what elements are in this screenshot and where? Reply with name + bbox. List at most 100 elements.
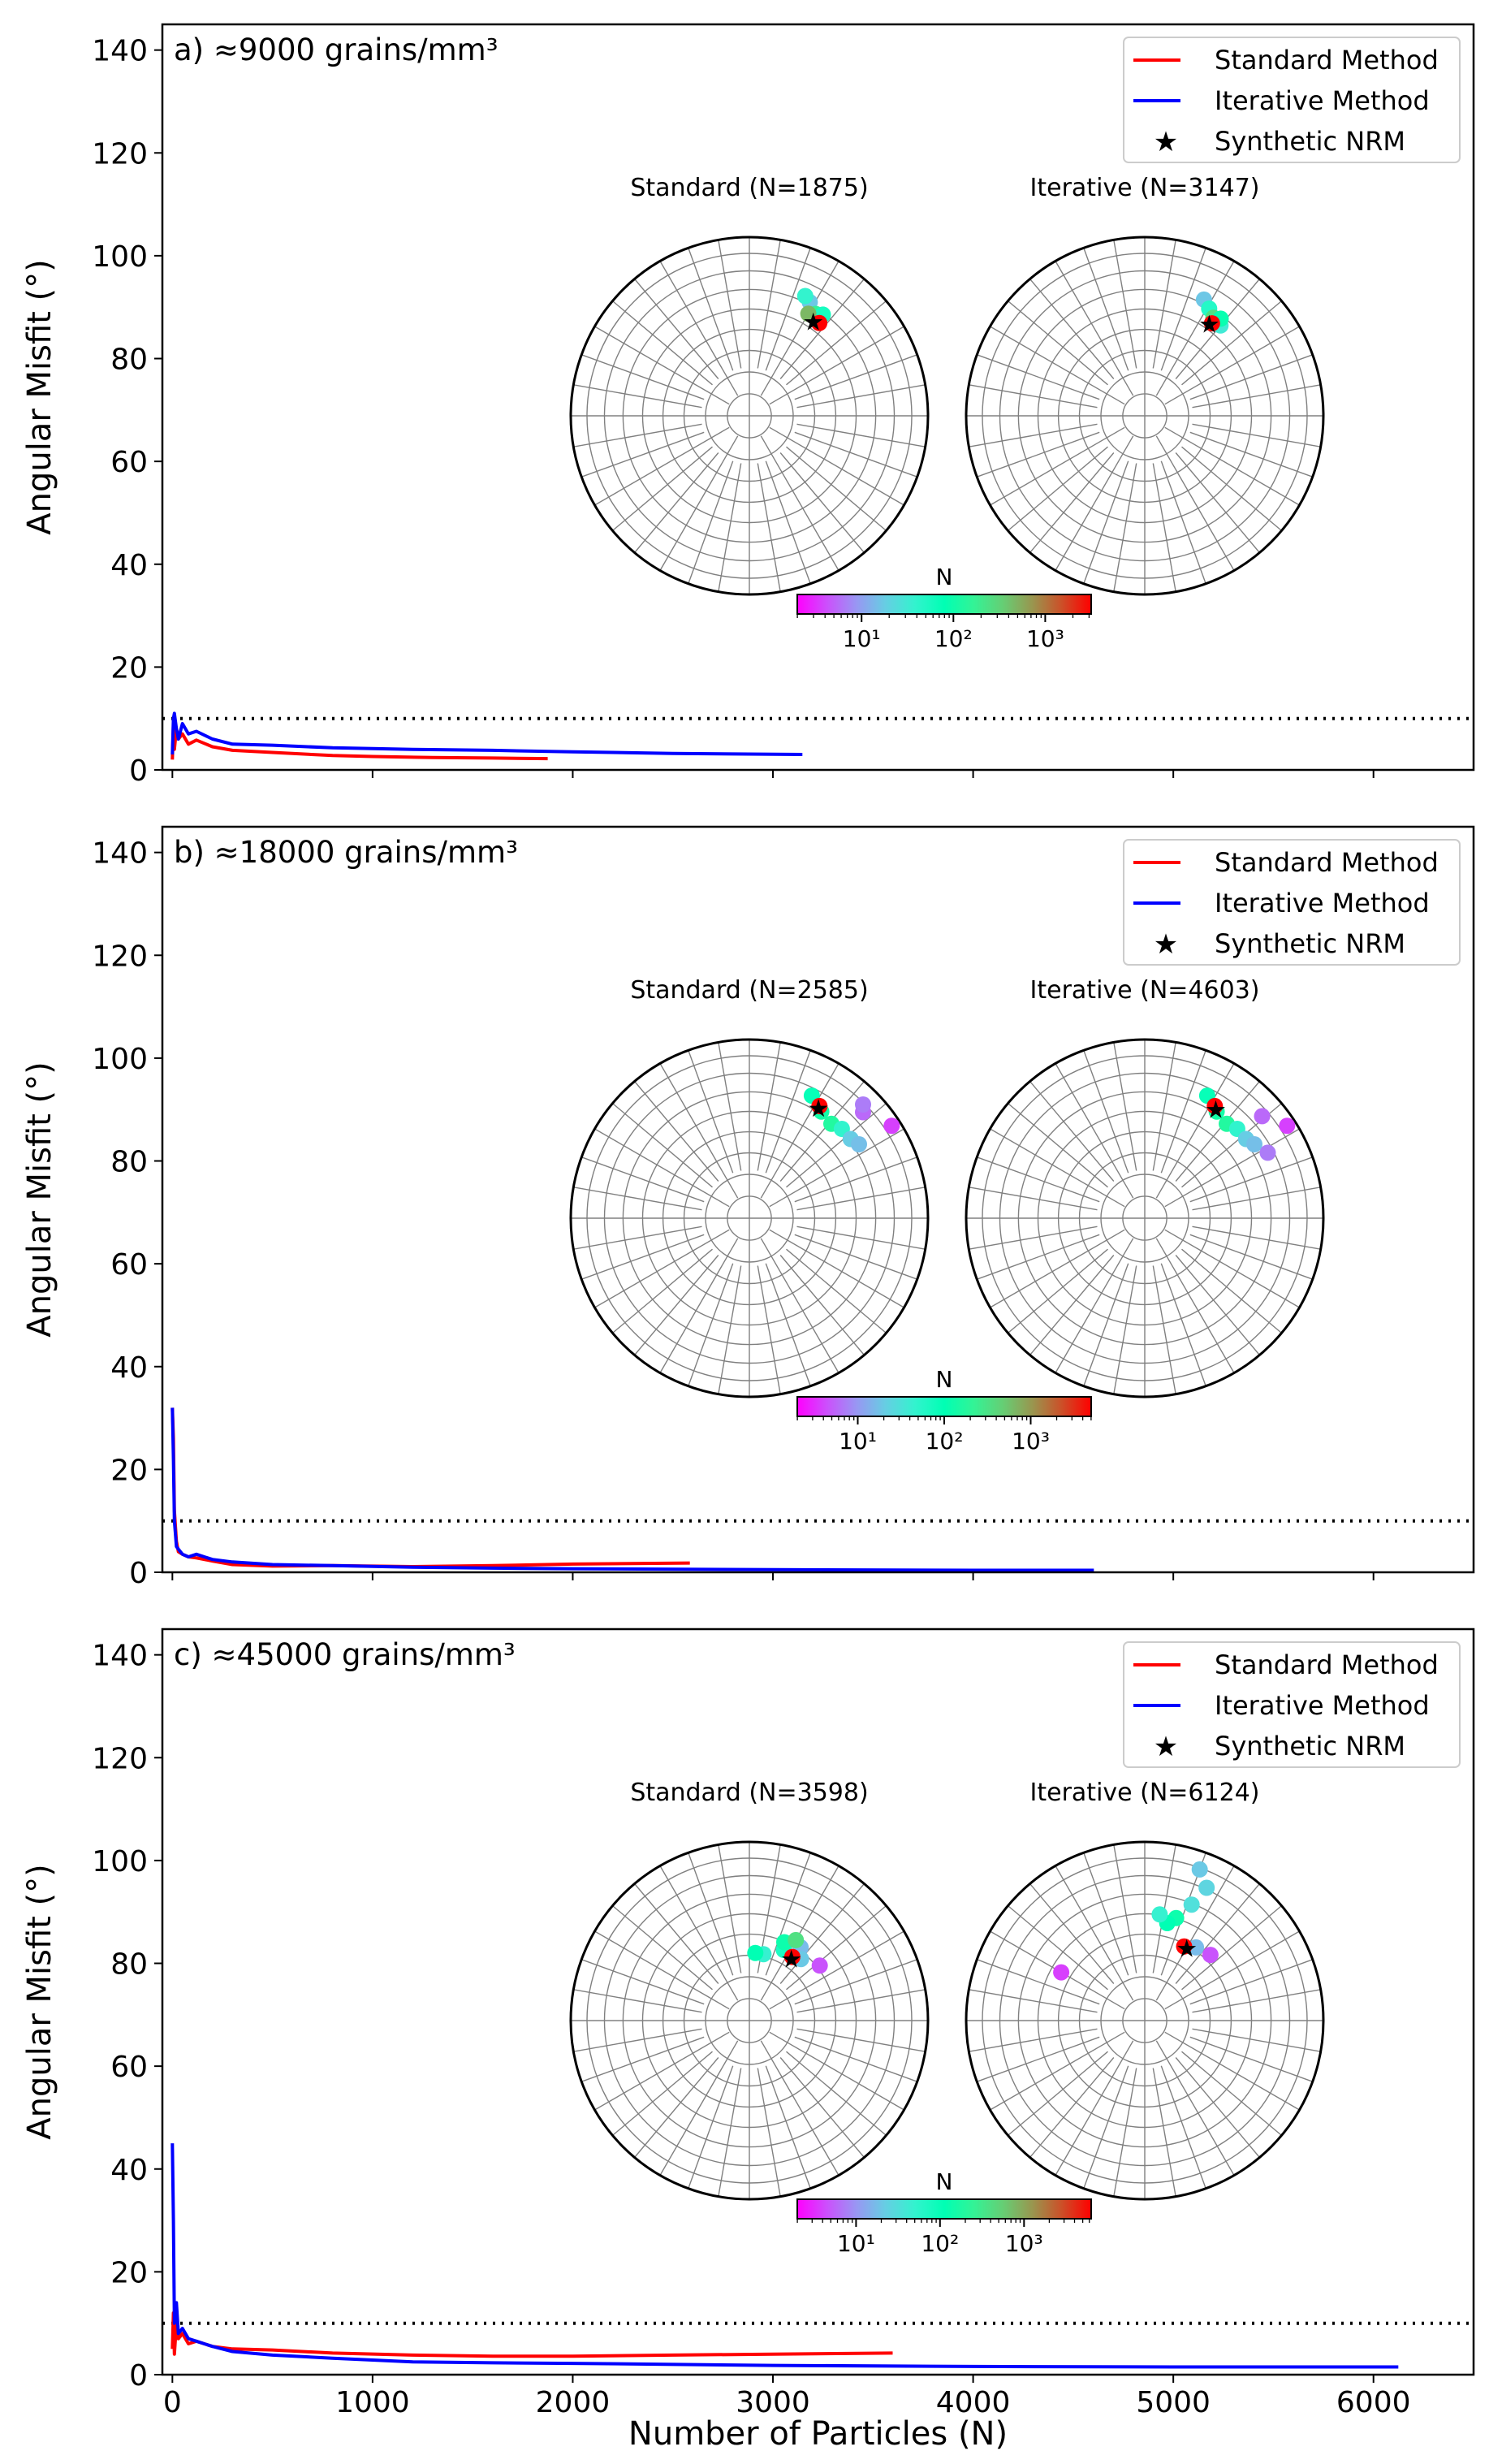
- stereonet-grid-radial: [786, 446, 887, 531]
- density-point: [811, 1097, 828, 1114]
- stereonet-grid-radial: [1164, 1930, 1300, 2010]
- stereonet-grid-radial: [765, 1852, 811, 1976]
- stereonet-grid-radial: [1008, 2051, 1108, 2136]
- stereonet-grid-radial: [1164, 2031, 1300, 2111]
- stereonet-grid-radial: [990, 1229, 1125, 1308]
- stereonet-grid-radial: [634, 1883, 719, 1984]
- stereonet-grid-radial: [1029, 2057, 1115, 2158]
- density-point: [811, 1957, 828, 1974]
- stereonet-grid-radial: [1008, 1103, 1108, 1188]
- stereonet-grid-radial: [769, 1128, 904, 1208]
- stereonet-grid-radial: [1113, 463, 1137, 592]
- stereonet-grid-radial: [1083, 460, 1129, 584]
- density-point: [1203, 315, 1220, 332]
- stereonet-grid-radial: [688, 1263, 734, 1386]
- colorbar-tick-label: 10³: [1005, 2230, 1043, 2257]
- stereonet-grid-radial: [977, 2036, 1100, 2082]
- panel-title: a) ≈9000 grains/mm³: [174, 32, 498, 67]
- stereonet-outline: [569, 1038, 930, 1398]
- iterative-method-line: [170, 2143, 1399, 2369]
- axes-frame: [161, 825, 1475, 1574]
- x-tick-label: 5000: [1136, 2386, 1211, 2419]
- stereonet-grid-radial: [794, 354, 917, 400]
- stereonet-outline: [965, 1840, 1325, 2201]
- colorbar: N 10¹ 10² 10³: [796, 564, 1092, 652]
- density-point: [1206, 1097, 1224, 1114]
- y-tick-label: 120: [92, 137, 148, 171]
- legend-box: [1123, 37, 1461, 163]
- stereonet-grid-radial: [765, 248, 811, 371]
- y-tick-label: 80: [110, 1146, 148, 1179]
- legend-entry: Synthetic NRM: [1215, 126, 1405, 157]
- stereonet-grid-radial: [1155, 1238, 1235, 1373]
- stereonet-grid-radial: [1083, 2065, 1129, 2189]
- y-axis-label: Angular Misfit (°): [21, 1061, 58, 1338]
- stereonet-grid-radial: [796, 1226, 926, 1250]
- stereonet-grid-radial: [1008, 1248, 1108, 1334]
- stereonet-grid-radial: [634, 452, 719, 553]
- stereonet-grid-radial: [1164, 1128, 1300, 1208]
- legend-entry: Standard Method: [1215, 847, 1439, 878]
- stereonet-grid-radial: [1029, 1883, 1115, 1984]
- stereonet-grid-radial: [760, 1238, 839, 1373]
- panel-title: c) ≈45000 grains/mm³: [174, 1637, 516, 1672]
- density-point: [1259, 1144, 1276, 1161]
- axes-frame: [161, 1628, 1475, 2376]
- stereonet-grid-radial: [786, 2051, 887, 2136]
- stereonet-title: Standard (N=2585): [630, 976, 868, 1005]
- panel-3: 0 20 40 60 80 100 120 140 0 1000 2000 3000 4000 5000 6…: [21, 1628, 1475, 2419]
- stereonet-grid-radial: [634, 1081, 719, 1182]
- colorbar-tick-label: 10¹: [843, 625, 881, 652]
- y-tick-label: 140: [92, 35, 148, 68]
- legend-entry: Iterative Method: [1215, 1690, 1430, 1721]
- colorbar-gradient: [796, 594, 1092, 615]
- stereonet-grid-radial: [1113, 1265, 1137, 1394]
- stereonet-grid-radial: [977, 1156, 1100, 1203]
- stereonet-grid-radial: [718, 463, 742, 592]
- y-tick-label: 20: [110, 2256, 148, 2289]
- stereonet-grid-radial: [1152, 1042, 1176, 1171]
- stereonet-grid-radial: [1008, 300, 1108, 386]
- stereonet-grid-radial: [1160, 2065, 1206, 2189]
- stereonet-grid-radial: [718, 2068, 742, 2197]
- stereonet-grid-radial: [757, 463, 781, 592]
- density-point: [1053, 1964, 1070, 1981]
- stereonet-grid-radial: [1152, 2068, 1176, 2197]
- stereonet-grid-radial: [765, 1050, 811, 1174]
- colorbar-tick-label: 10¹: [839, 1428, 877, 1455]
- stereonet-grid-radial: [794, 1959, 917, 2005]
- stereonet-grid-radial: [779, 2057, 865, 2158]
- synthetic-nrm-star-icon: ★: [808, 1095, 830, 1123]
- density-point: [1254, 1108, 1271, 1125]
- density-point: [747, 1944, 764, 1961]
- stereonet-grid-radial: [612, 2051, 713, 2136]
- stereonet-grid-radial: [688, 1852, 734, 1976]
- stereonet-grid-radial: [769, 326, 904, 405]
- stereonet-grid-radial: [1055, 1865, 1134, 2001]
- stereonet-grid-radial: [1008, 1905, 1108, 1991]
- stereonet-grid-radial: [612, 1905, 713, 1991]
- x-tick-label: 0: [163, 2386, 182, 2419]
- legend-box: [1123, 839, 1461, 966]
- stereonet-grid-radial: [634, 279, 719, 379]
- legend: Standard Method Iterative Method ★ Syntheti…: [1123, 37, 1461, 163]
- stereonet-grid-radial: [794, 1234, 917, 1280]
- stereonet-grid-radial: [1164, 326, 1300, 405]
- panel-title: b) ≈18000 grains/mm³: [174, 835, 518, 870]
- stereonet-grid-radial: [573, 2028, 702, 2052]
- colorbar-tick-label: 10¹: [837, 2230, 875, 2257]
- stereonet-grid-radial: [1181, 2051, 1282, 2136]
- density-point: [811, 314, 828, 331]
- y-tick-label: 100: [92, 240, 148, 274]
- stereonet-grid-radial: [1152, 463, 1176, 592]
- stereonet-grid-radial: [1164, 426, 1300, 506]
- stereonet-grid-radial: [796, 423, 926, 447]
- stereonet-grid-radial: [990, 1128, 1125, 1208]
- stereonet-grid-radial: [1189, 1156, 1313, 1203]
- stereonet-grid-radial: [1155, 2040, 1235, 2176]
- density-point: [800, 305, 817, 322]
- stereonet-grid-radial: [659, 435, 739, 571]
- colorbar: N 10¹ 10² 10³: [796, 2168, 1092, 2257]
- synthetic-nrm-star-icon: ★: [1198, 311, 1220, 339]
- standard-stereonet: Standard (N=1875) ★: [569, 174, 930, 596]
